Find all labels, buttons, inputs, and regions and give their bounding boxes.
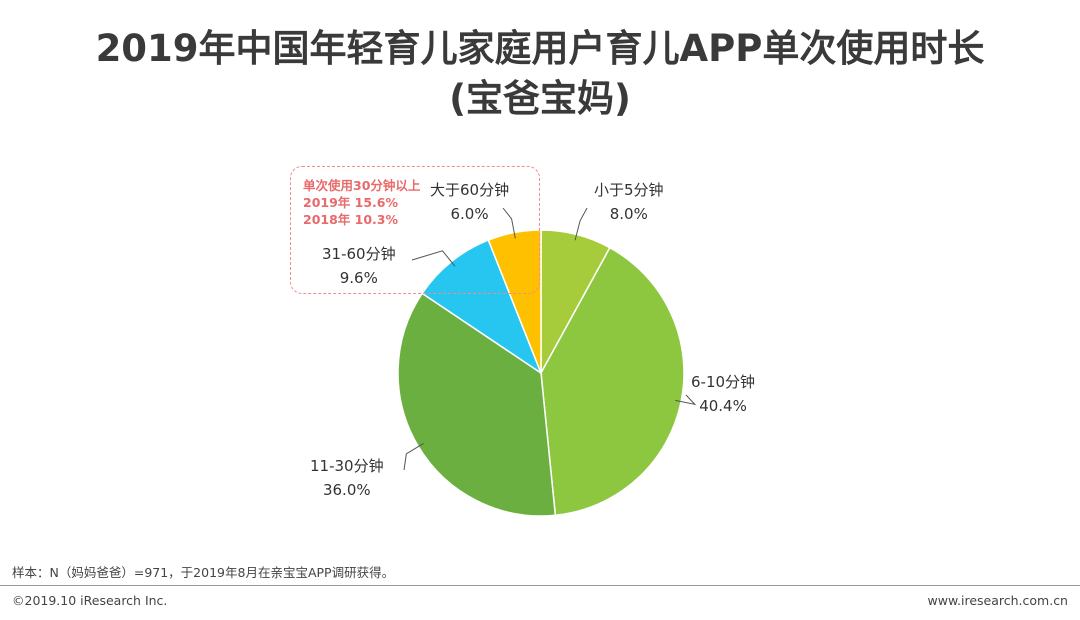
leader-line-2 bbox=[403, 443, 424, 471]
chart-title-line2: (宝爸宝妈) bbox=[449, 77, 631, 120]
slice-label-lt5: 小于5分钟 8.0% bbox=[594, 178, 664, 226]
slice-label-text: 大于60分钟 bbox=[430, 181, 510, 199]
slice-label-value: 8.0% bbox=[609, 205, 648, 223]
leader-line-0 bbox=[574, 207, 588, 241]
website: www.iresearch.com.cn bbox=[927, 593, 1069, 608]
callout-box bbox=[290, 166, 540, 294]
slice-label-value: 9.6% bbox=[339, 269, 378, 287]
slice-label-31-60: 31-60分钟 9.6% bbox=[322, 242, 396, 290]
leader-line-4 bbox=[502, 207, 516, 239]
slice-label-11-30: 11-30分钟 36.0% bbox=[310, 454, 384, 502]
slice-label-text: 11-30分钟 bbox=[310, 457, 384, 475]
slice-label-value: 6.0% bbox=[450, 205, 489, 223]
callout-2019: 2019年 15.6% bbox=[303, 195, 399, 210]
leader-line-3 bbox=[411, 250, 456, 267]
chart-title-line1: 2019年中国年轻育儿家庭用户育儿APP单次使用时长 bbox=[95, 27, 985, 70]
callout-text: 单次使用30分钟以上 2019年 15.6% 2018年 10.3% bbox=[303, 177, 420, 228]
leader-line-1 bbox=[675, 394, 697, 406]
slice-label-value: 40.4% bbox=[699, 397, 747, 415]
slice-label-text: 31-60分钟 bbox=[322, 245, 396, 263]
sample-note: 样本：N（妈妈爸爸）=971，于2019年8月在亲宝宝APP调研获得。 bbox=[12, 565, 395, 580]
slice-label-gt60: 大于60分钟 6.0% bbox=[430, 178, 509, 226]
slice-label-text: 小于5分钟 bbox=[594, 181, 664, 199]
callout-2018: 2018年 10.3% bbox=[303, 212, 399, 227]
slice-label-value: 36.0% bbox=[322, 481, 371, 499]
copyright: ©2019.10 iResearch Inc. bbox=[12, 593, 168, 608]
callout-heading: 单次使用30分钟以上 bbox=[303, 178, 421, 193]
slice-label-text: 6-10分钟 bbox=[691, 373, 756, 391]
slice-label-6-10: 6-10分钟 40.4% bbox=[691, 370, 755, 418]
footer-divider bbox=[0, 585, 1080, 586]
